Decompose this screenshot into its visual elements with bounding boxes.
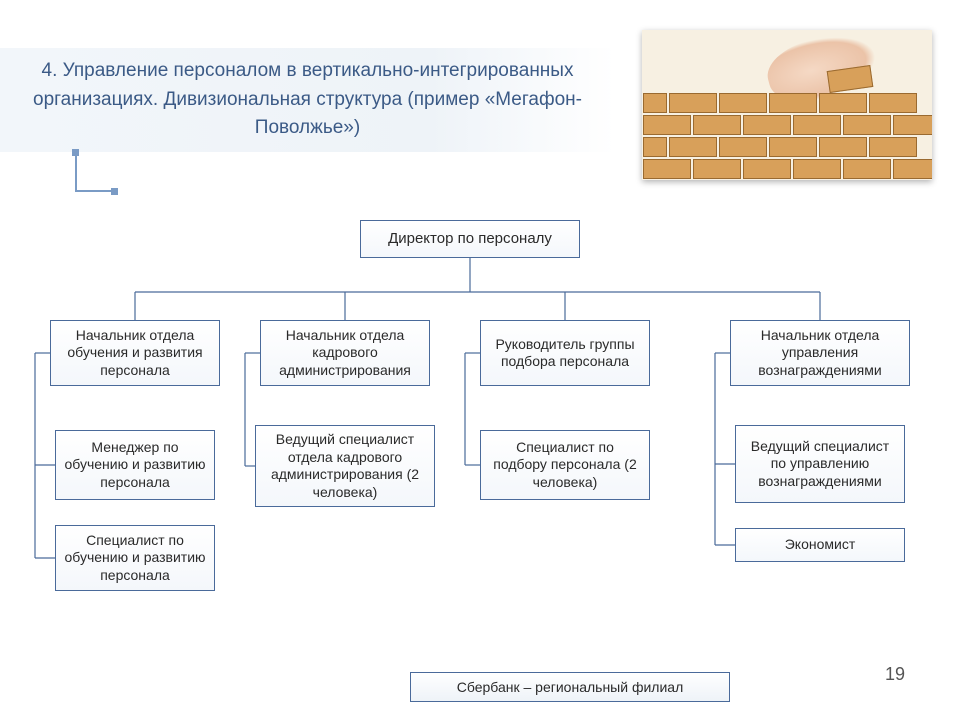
- held-brick: [827, 65, 874, 93]
- org-node-col1-child0: Ведущий специалист отдела кадрового адми…: [255, 425, 435, 507]
- footer-label: Сбербанк – региональный филиал: [457, 679, 684, 695]
- brick-wall: [642, 92, 932, 180]
- org-node-col1-head: Начальник отдела кадрового администриров…: [260, 320, 430, 386]
- org-node-col3-head: Начальник отдела управления вознагражден…: [730, 320, 910, 386]
- footer-link-box: Сбербанк – региональный филиал: [410, 672, 730, 702]
- org-node-col0-head: Начальник отдела обучения и развития пер…: [50, 320, 220, 386]
- org-chart: Директор по персоналу Начальник отдела об…: [0, 220, 960, 680]
- org-node-col3-child0: Ведущий специалист по управлению вознагр…: [735, 425, 905, 503]
- page-title: 4. Управление персоналом в вертикально-и…: [30, 57, 585, 143]
- org-node-col0-child1: Специалист по обучению и развитию персон…: [55, 525, 215, 591]
- org-node-col3-child1: Экономист: [735, 528, 905, 562]
- decor-corner: [55, 150, 135, 220]
- page-number: 19: [885, 664, 905, 685]
- org-node-col2-head: Руководитель группы подбора персонала: [480, 320, 650, 386]
- hero-image-brick-wall: [642, 30, 932, 180]
- header-band: 4. Управление персоналом в вертикально-и…: [0, 48, 615, 152]
- org-node-col0-child0: Менеджер по обучению и развитию персонал…: [55, 430, 215, 500]
- org-node-root: Директор по персоналу: [360, 220, 580, 258]
- org-node-col2-child0: Специалист по подбору персонала (2 челов…: [480, 430, 650, 500]
